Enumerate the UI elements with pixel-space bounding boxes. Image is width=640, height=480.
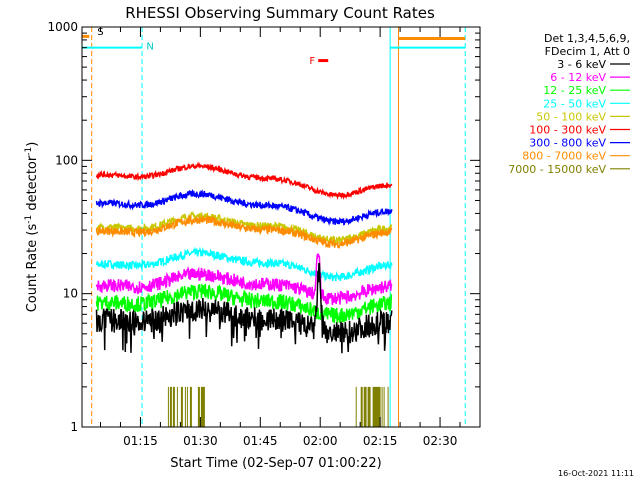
x-tick-label-4: 02:15 — [363, 434, 398, 448]
x-tick-label-0: 01:15 — [123, 434, 158, 448]
plot-frame — [81, 26, 481, 428]
series-line-0 — [95, 262, 393, 354]
series-line-5 — [95, 161, 393, 201]
series-line-7 — [95, 213, 393, 250]
saa-label: S — [97, 27, 103, 38]
series-line-1 — [95, 252, 393, 306]
legend-label-2: 12 - 25 keV — [543, 84, 606, 97]
x-axis-label: Start Time (02-Sep-07 01:00:22) — [170, 456, 381, 471]
legend-label-4: 50 - 100 keV — [536, 110, 606, 123]
legend-label-3: 25 - 50 keV — [543, 97, 606, 110]
legend: Det 1,3,4,5,6,9, FDecim 1, Att 0 3 - 6 k… — [508, 32, 630, 176]
axis-ticks: 1 10 100 1000 01:15 01:30 01:45 02:00 02:15 02:30 — [47, 20, 480, 448]
legend-header-line-1: Det 1,3,4,5,6,9, — [544, 32, 630, 45]
legend-label-1: 6 - 12 keV — [550, 71, 606, 84]
series-8-burst-1 — [355, 386, 389, 427]
x-tick-label-5: 02:30 — [423, 434, 458, 448]
series-line-3 — [95, 246, 393, 282]
y-tick-label-0: 1 — [70, 420, 78, 434]
series-line-6 — [95, 188, 393, 227]
y-tick-label-2: 100 — [55, 153, 78, 167]
plot-timestamp: 16-Oct-2021 11:11 — [558, 469, 634, 478]
series-line-4 — [95, 210, 393, 246]
series-line-2 — [95, 282, 393, 324]
x-tick-label-3: 02:00 — [303, 434, 338, 448]
series-8-burst-0 — [167, 386, 205, 427]
flare-label: F — [309, 56, 315, 67]
legend-label-6: 300 - 800 keV — [529, 137, 606, 150]
x-tick-label-1: 01:30 — [183, 434, 218, 448]
legend-label-5: 100 - 300 keV — [529, 124, 606, 137]
y-tick-label-1: 10 — [63, 287, 78, 301]
plot-area: S N F — [82, 27, 466, 427]
legend-label-8: 7000 - 15000 keV — [508, 163, 606, 176]
x-tick-label-2: 01:45 — [243, 434, 278, 448]
legend-label-0: 3 - 6 keV — [557, 58, 606, 71]
night-label: N — [146, 41, 153, 52]
legend-label-7: 800 - 7000 keV — [522, 150, 606, 163]
chart-title: RHESSI Observing Summary Count Rates — [125, 4, 435, 22]
legend-header-line-2: FDecim 1, Att 0 — [545, 45, 630, 58]
y-tick-label-3: 1000 — [47, 20, 78, 34]
y-axis-label: Count Rate (s-1 detector-1) — [24, 142, 40, 313]
